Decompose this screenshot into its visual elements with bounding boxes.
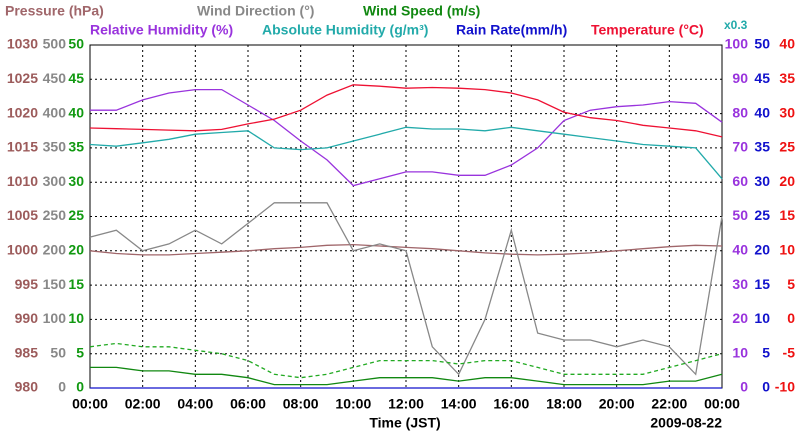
x-tick-label: 16:00 (493, 396, 529, 412)
y-tick-label: 980 (15, 379, 39, 395)
y-tick-label: 35 (754, 139, 770, 155)
y-tick-label: 60 (732, 173, 748, 189)
y-tick-label: 20 (68, 242, 84, 258)
y-tick-label: 10 (732, 344, 748, 360)
y-tick-label: 20 (754, 242, 770, 258)
x-tick-label: 10:00 (335, 396, 371, 412)
y-tick-label: 500 (43, 36, 67, 52)
x-tick-label: 00:00 (704, 396, 740, 412)
y-tick-label: 30 (779, 104, 795, 120)
y-tick-label: 35 (779, 70, 795, 86)
y-tick-label: 0 (762, 379, 770, 395)
x-tick-label: 12:00 (388, 396, 424, 412)
legend-entry: Wind Direction (°) (197, 3, 314, 19)
legend-entry: Temperature (°C) (591, 22, 704, 38)
y-tick-label: 300 (43, 173, 67, 189)
y-tick-label: 1025 (7, 70, 38, 86)
date-label: 2009-08-22 (650, 415, 722, 431)
y-tick-label: 70 (732, 139, 748, 155)
y-tick-label: 1010 (7, 173, 38, 189)
x-tick-label: 04:00 (177, 396, 213, 412)
y-tick-label: 15 (779, 207, 795, 223)
x-tick-label: 22:00 (651, 396, 687, 412)
legend-entry: Wind Speed (m/s) (363, 3, 480, 19)
y-tick-label: 1015 (7, 139, 38, 155)
y-tick-label: -5 (783, 344, 796, 360)
y-tick-label: 350 (43, 139, 67, 155)
y-tick-label: 100 (43, 310, 67, 326)
y-tick-label: 40 (732, 242, 748, 258)
y-tick-label: 1005 (7, 207, 38, 223)
y-tick-label: 50 (68, 36, 84, 52)
legend-entry: Relative Humidity (%) (90, 22, 233, 38)
y-tick-label: 40 (68, 104, 84, 120)
y-tick-label: 10 (779, 242, 795, 258)
y-tick-label: 0 (787, 310, 795, 326)
x-axis-label: Time (JST) (369, 415, 440, 431)
y-tick-label: 30 (68, 173, 84, 189)
y-tick-label: 50 (732, 207, 748, 223)
legend-entry: Pressure (hPa) (5, 3, 104, 19)
y-tick-label: 0 (58, 379, 66, 395)
y-tick-label: 50 (50, 344, 66, 360)
y-tick-label: 150 (43, 276, 67, 292)
data-line (89, 84, 723, 138)
x-tick-label: 08:00 (283, 396, 319, 412)
y-tick-label: 40 (779, 36, 795, 52)
y-tick-label: 45 (754, 70, 770, 86)
data-line (90, 366, 723, 386)
y-tick-label: 35 (68, 139, 84, 155)
y-tick-label: 985 (15, 344, 39, 360)
y-tick-label: 30 (732, 276, 748, 292)
y-tick-label: 50 (754, 36, 770, 52)
data-line (89, 126, 723, 180)
y-tick-label: 90 (732, 70, 748, 86)
y-tick-label: 25 (754, 207, 770, 223)
data-line (89, 243, 723, 256)
y-tick-label: 1020 (7, 104, 38, 120)
y-tick-label: 990 (15, 310, 39, 326)
x-tick-label: 20:00 (599, 396, 635, 412)
data-line (90, 88, 723, 187)
y-tick-label: 80 (732, 104, 748, 120)
x-tick-label: 18:00 (546, 396, 582, 412)
y-tick-label: 20 (779, 173, 795, 189)
y-tick-label: 10 (68, 310, 84, 326)
x-tick-label: 00:00 (72, 396, 108, 412)
y-tick-label: 40 (754, 104, 770, 120)
y-tick-label: 0 (76, 379, 84, 395)
y-tick-label: 400 (43, 104, 67, 120)
y-tick-label: 25 (779, 139, 795, 155)
y-tick-label: 15 (754, 276, 770, 292)
x-tick-label: 06:00 (230, 396, 266, 412)
y-tick-label: 20 (732, 310, 748, 326)
y-tick-label: 30 (754, 173, 770, 189)
y-tick-label: 5 (787, 276, 795, 292)
y-tick-label: 0 (740, 379, 748, 395)
x-tick-label: 14:00 (441, 396, 477, 412)
y-tick-label: 45 (68, 70, 84, 86)
y-tick-label: 5 (76, 344, 84, 360)
y-tick-label: 15 (68, 276, 84, 292)
data-line (89, 342, 723, 379)
y-tick-label: 5 (762, 344, 770, 360)
y-tick-label: 25 (68, 207, 84, 223)
data-line (89, 202, 723, 376)
y-tick-label: 100 (725, 36, 749, 52)
y-tick-label: 250 (43, 207, 67, 223)
y-tick-label: 1000 (7, 242, 38, 258)
y-tick-label: 10 (754, 310, 770, 326)
y-tick-label: 200 (43, 242, 67, 258)
y-tick-label: 995 (15, 276, 39, 292)
y-tick-label: -10 (775, 379, 795, 395)
y-tick-label: 1030 (7, 36, 38, 52)
legend-entry: Absolute Humidity (g/m³) (262, 22, 428, 38)
scale-label: x0.3 (724, 18, 748, 32)
y-tick-label: 450 (43, 70, 67, 86)
legend-entry: Rain Rate(mm/h) (456, 22, 567, 38)
x-tick-label: 02:00 (125, 396, 161, 412)
